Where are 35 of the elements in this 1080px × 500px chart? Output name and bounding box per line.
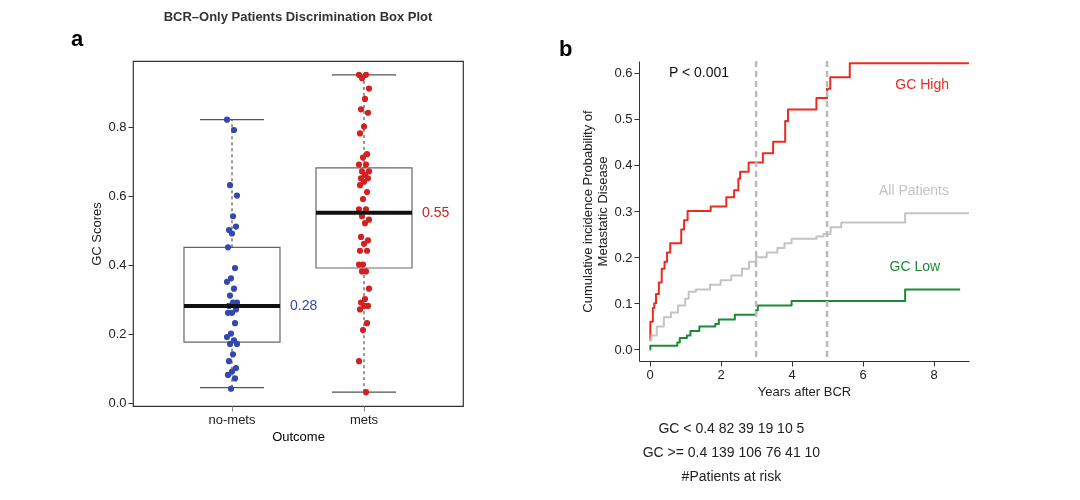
y-tick-label: 0.4 [108, 257, 127, 273]
y-axis-title: GC Scores [89, 201, 105, 266]
annotation: P < 0.001 [669, 64, 730, 80]
x-tick-label: 6 [859, 366, 867, 382]
y-tick-label: 0.0 [614, 341, 633, 357]
y-tick-label: 0.2 [108, 326, 127, 342]
text: GC >= 0.4 139 106 76 41 10 [642, 444, 821, 460]
y-tick-label: 0.2 [614, 249, 633, 265]
series-label: GC High [895, 76, 949, 93]
y-axis-title: Cumulative incidence Probability of Metastatic Disease [580, 109, 611, 313]
x-tick-label: mets [349, 411, 379, 427]
y-tick-label: 0.0 [108, 395, 127, 411]
series-label: All Patients [878, 182, 949, 199]
y-tick-label: 0.6 [108, 188, 127, 204]
x-axis-title: Outcome [272, 428, 325, 444]
y-tick-label: 0.1 [614, 295, 633, 311]
x-tick-label: no-mets [208, 411, 256, 427]
y-tick-label: 0.8 [108, 119, 127, 135]
text: b [559, 36, 573, 61]
x-tick-label: 4 [788, 366, 796, 382]
x-tick-label: 0 [646, 366, 654, 382]
x-tick-label: 2 [717, 366, 725, 382]
annotation: 0.28 [290, 296, 318, 313]
text: a [71, 26, 84, 51]
text: GC < 0.4 82 39 19 10 5 [658, 420, 805, 436]
y-tick-label: 0.5 [614, 111, 633, 127]
series-label: GC Low [889, 258, 942, 275]
y-tick-label: 0.3 [614, 203, 633, 219]
chart-title: BCR–Only Patients Discrimination Box Plot [163, 9, 434, 24]
y-tick-label: 0.4 [614, 157, 633, 173]
text: #Patients at risk [681, 468, 783, 484]
x-tick-label: 8 [930, 366, 938, 382]
y-tick-label: 0.6 [614, 65, 633, 81]
x-axis-title: Years after BCR [757, 383, 852, 399]
annotation: 0.55 [422, 203, 450, 220]
